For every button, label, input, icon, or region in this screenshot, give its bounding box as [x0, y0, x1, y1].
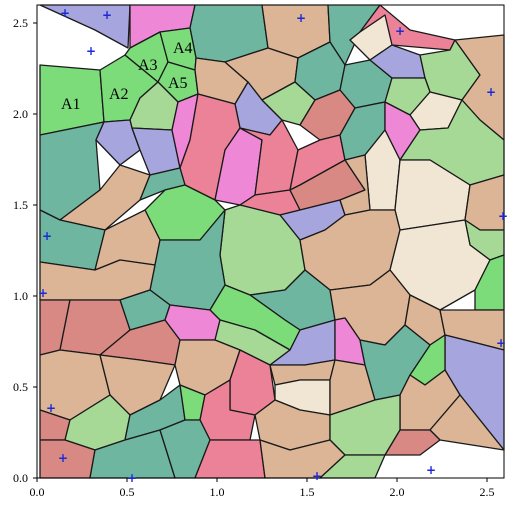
- seed-marker: +: [86, 44, 96, 58]
- y-tick-label: 1.0: [13, 289, 28, 303]
- y-tick-labels: 0.0 0.5 1.0 1.5 2.0 2.5: [13, 16, 28, 485]
- x-tick-label: 1.0: [210, 485, 225, 499]
- y-tick-label: 2.5: [13, 16, 28, 30]
- seed-marker: +: [296, 11, 306, 25]
- y-tick-label: 1.5: [13, 198, 28, 212]
- y-tick-label: 0.5: [13, 380, 28, 394]
- seed-marker: +: [395, 24, 405, 38]
- seed-marker: +: [42, 229, 52, 243]
- seed-marker: +: [102, 8, 112, 22]
- seed-marker: +: [498, 209, 508, 223]
- seed-marker: +: [496, 336, 506, 350]
- seed-marker: +: [38, 286, 48, 300]
- seed-marker: +: [426, 463, 436, 477]
- seed-marker: +: [46, 401, 56, 415]
- x-tick-label: 0.5: [120, 485, 135, 499]
- seed-marker: +: [60, 6, 70, 20]
- x-tick-label: 1.5: [300, 485, 315, 499]
- region-label-a3: A3: [138, 57, 158, 74]
- x-tick-label: 2.0: [390, 485, 405, 499]
- seed-marker: +: [312, 469, 322, 483]
- x-tick-labels: 0.0 0.5 1.0 1.5 2.0 2.5: [30, 485, 495, 499]
- x-tick-label: 2.5: [480, 485, 495, 499]
- y-tick-label: 0.0: [13, 471, 28, 485]
- region-label-a2: A2: [109, 86, 129, 103]
- seed-marker: +: [486, 85, 496, 99]
- seed-marker: +: [127, 471, 137, 485]
- voronoi-cells: [40, 5, 504, 478]
- region-label-a1: A1: [61, 96, 81, 113]
- y-axis: [33, 5, 37, 478]
- y-tick-label: 2.0: [13, 107, 28, 121]
- seed-marker: +: [58, 451, 68, 465]
- region-label-a4: A4: [173, 40, 193, 57]
- x-tick-label: 0.0: [30, 485, 45, 499]
- region-label-a5: A5: [168, 75, 188, 92]
